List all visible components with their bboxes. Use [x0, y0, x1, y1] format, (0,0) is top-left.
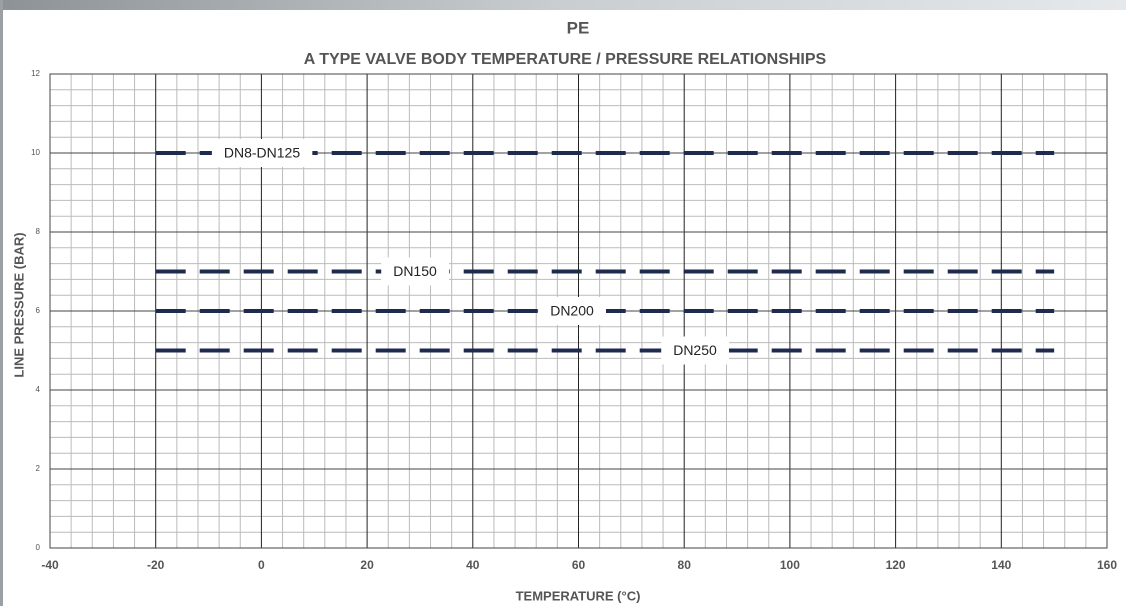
x-tick-label: 160	[1097, 558, 1117, 572]
x-tick-label: 100	[780, 558, 800, 572]
series-label-box	[538, 297, 606, 325]
series-label: DN250	[673, 342, 717, 358]
y-tick-label: 2	[36, 464, 41, 473]
series-label-box	[211, 139, 313, 167]
x-tick-label: 120	[886, 558, 906, 572]
x-tick-label: 60	[572, 558, 586, 572]
x-tick-label: 20	[360, 558, 374, 572]
x-axis-title: TEMPERATURE (°C)	[516, 588, 641, 603]
x-tick-label: -40	[41, 558, 59, 572]
x-tick-label: 80	[678, 558, 692, 572]
y-tick-label: 6	[36, 306, 41, 315]
y-tick-label: 4	[36, 385, 41, 394]
window-frame	[0, 0, 3, 606]
chart-subtitle: A TYPE VALVE BODY TEMPERATURE / PRESSURE…	[304, 51, 827, 68]
x-tick-label: -20	[147, 558, 165, 572]
series-label: DN200	[550, 303, 594, 319]
series-label-box	[661, 336, 729, 365]
x-tick-label: 0	[258, 558, 265, 572]
x-tick-label: 140	[991, 558, 1011, 572]
series-label: DN150	[393, 263, 437, 279]
y-tick-label: 10	[31, 148, 40, 157]
window-frame	[0, 0, 1126, 10]
y-tick-label: 8	[36, 227, 41, 236]
chart-title: PE	[567, 18, 590, 37]
series-label: DN8-DN125	[224, 145, 300, 161]
y-tick-label: 0	[36, 543, 41, 552]
series-label-box	[381, 257, 449, 286]
y-tick-label: 12	[31, 69, 40, 78]
y-axis-title: LINE PRESSURE (BAR)	[11, 232, 26, 377]
x-tick-label: 40	[466, 558, 480, 572]
plot-border	[49, 73, 1108, 549]
